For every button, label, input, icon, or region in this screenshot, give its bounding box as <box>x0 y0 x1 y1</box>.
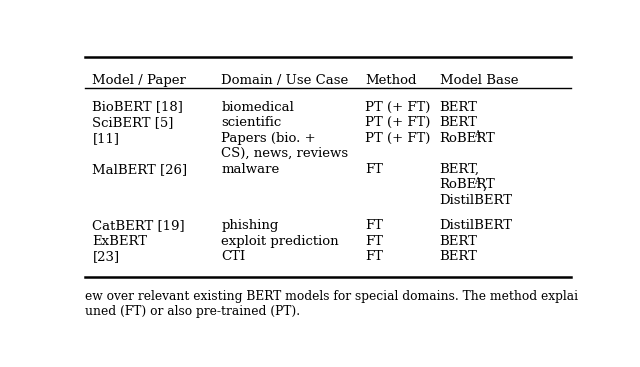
Text: BERT,: BERT, <box>440 163 479 176</box>
Text: Model Base: Model Base <box>440 74 518 87</box>
Text: SciBERT [5]: SciBERT [5] <box>92 116 174 129</box>
Text: MalBERT [26]: MalBERT [26] <box>92 163 188 176</box>
Text: FT: FT <box>365 163 383 176</box>
Text: DistilBERT: DistilBERT <box>440 219 513 232</box>
Text: A: A <box>474 130 480 139</box>
Text: ExBERT: ExBERT <box>92 235 147 248</box>
Text: scientific: scientific <box>221 116 282 129</box>
Text: Method: Method <box>365 74 417 87</box>
Text: BERT: BERT <box>440 116 477 129</box>
Text: malware: malware <box>221 163 280 176</box>
Text: CS), news, reviews: CS), news, reviews <box>221 147 349 160</box>
Text: A: A <box>474 177 480 186</box>
Text: BERT: BERT <box>440 235 477 248</box>
Text: FT: FT <box>365 219 383 232</box>
Text: RoBERT: RoBERT <box>440 178 495 191</box>
Text: RoBERT: RoBERT <box>440 132 495 145</box>
Text: Model / Paper: Model / Paper <box>92 74 186 87</box>
Text: phishing: phishing <box>221 219 279 232</box>
Text: FT: FT <box>365 250 383 264</box>
Text: PT (+ FT): PT (+ FT) <box>365 101 431 113</box>
Text: FT: FT <box>365 235 383 248</box>
Text: CatBERT [19]: CatBERT [19] <box>92 219 185 232</box>
Text: exploit prediction: exploit prediction <box>221 235 339 248</box>
Text: BERT: BERT <box>440 250 477 264</box>
Text: biomedical: biomedical <box>221 101 294 113</box>
Text: [23]: [23] <box>92 250 120 264</box>
Text: Domain / Use Case: Domain / Use Case <box>221 74 349 87</box>
Text: DistilBERT: DistilBERT <box>440 194 513 207</box>
Text: [11]: [11] <box>92 132 120 145</box>
Text: BERT: BERT <box>440 101 477 113</box>
Text: PT (+ FT): PT (+ FT) <box>365 132 431 145</box>
Text: ew over relevant existing BERT models for special domains. The method explai: ew over relevant existing BERT models fo… <box>85 290 578 303</box>
Text: CTI: CTI <box>221 250 246 264</box>
Text: PT (+ FT): PT (+ FT) <box>365 116 431 129</box>
Text: Papers (bio. +: Papers (bio. + <box>221 132 316 145</box>
Text: ,: , <box>483 178 486 191</box>
Text: BioBERT [18]: BioBERT [18] <box>92 101 183 113</box>
Text: uned (FT) or also pre-trained (PT).: uned (FT) or also pre-trained (PT). <box>85 305 300 319</box>
